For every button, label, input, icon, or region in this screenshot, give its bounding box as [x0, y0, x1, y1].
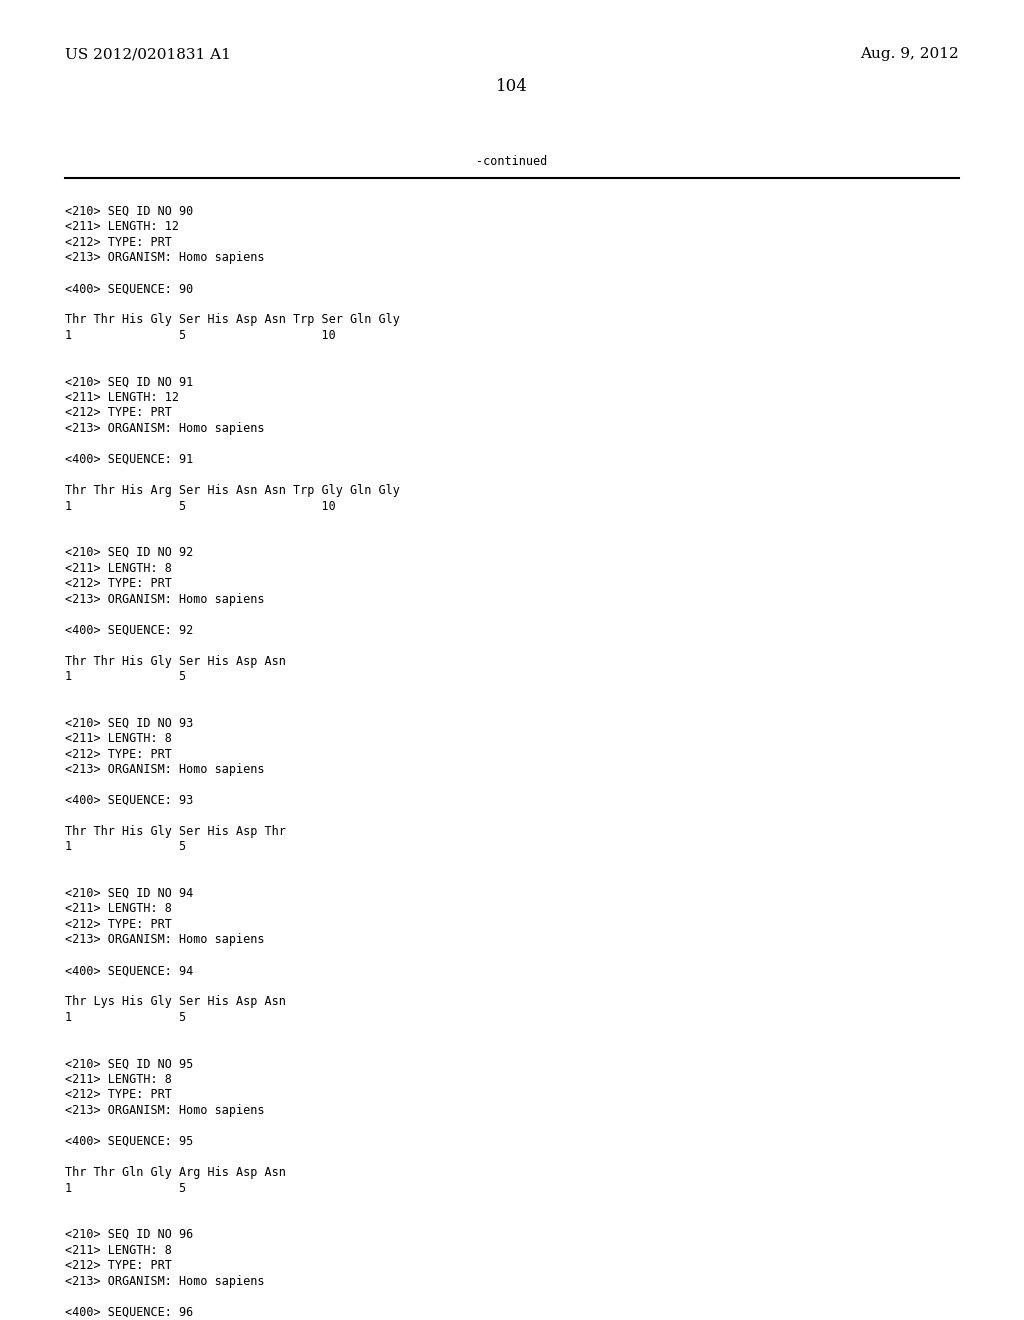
Text: <212> TYPE: PRT: <212> TYPE: PRT [65, 747, 172, 760]
Text: <211> LENGTH: 8: <211> LENGTH: 8 [65, 561, 172, 574]
Text: <213> ORGANISM: Homo sapiens: <213> ORGANISM: Homo sapiens [65, 593, 264, 606]
Text: <400> SEQUENCE: 92: <400> SEQUENCE: 92 [65, 623, 194, 636]
Text: <400> SEQUENCE: 94: <400> SEQUENCE: 94 [65, 965, 194, 978]
Text: <211> LENGTH: 8: <211> LENGTH: 8 [65, 903, 172, 916]
Text: Thr Thr Gln Gly Arg His Asp Asn: Thr Thr Gln Gly Arg His Asp Asn [65, 1166, 286, 1179]
Text: 1               5: 1 5 [65, 841, 186, 854]
Text: -continued: -continued [476, 154, 548, 168]
Text: <212> TYPE: PRT: <212> TYPE: PRT [65, 917, 172, 931]
Text: <211> LENGTH: 8: <211> LENGTH: 8 [65, 733, 172, 744]
Text: 1               5: 1 5 [65, 1011, 186, 1024]
Text: Thr Thr His Gly Ser His Asp Asn: Thr Thr His Gly Ser His Asp Asn [65, 655, 286, 668]
Text: <212> TYPE: PRT: <212> TYPE: PRT [65, 236, 172, 249]
Text: 1               5                   10: 1 5 10 [65, 499, 336, 512]
Text: <400> SEQUENCE: 90: <400> SEQUENCE: 90 [65, 282, 194, 296]
Text: <400> SEQUENCE: 95: <400> SEQUENCE: 95 [65, 1135, 194, 1148]
Text: <213> ORGANISM: Homo sapiens: <213> ORGANISM: Homo sapiens [65, 1275, 264, 1287]
Text: <210> SEQ ID NO 96: <210> SEQ ID NO 96 [65, 1228, 194, 1241]
Text: <213> ORGANISM: Homo sapiens: <213> ORGANISM: Homo sapiens [65, 763, 264, 776]
Text: 104: 104 [496, 78, 528, 95]
Text: <400> SEQUENCE: 96: <400> SEQUENCE: 96 [65, 1305, 194, 1319]
Text: Thr Thr His Gly Ser His Asp Asn Trp Ser Gln Gly: Thr Thr His Gly Ser His Asp Asn Trp Ser … [65, 314, 400, 326]
Text: <211> LENGTH: 12: <211> LENGTH: 12 [65, 391, 179, 404]
Text: Thr Lys His Gly Ser His Asp Asn: Thr Lys His Gly Ser His Asp Asn [65, 995, 286, 1008]
Text: <212> TYPE: PRT: <212> TYPE: PRT [65, 577, 172, 590]
Text: <211> LENGTH: 12: <211> LENGTH: 12 [65, 220, 179, 234]
Text: <212> TYPE: PRT: <212> TYPE: PRT [65, 1089, 172, 1101]
Text: <212> TYPE: PRT: <212> TYPE: PRT [65, 1259, 172, 1272]
Text: <213> ORGANISM: Homo sapiens: <213> ORGANISM: Homo sapiens [65, 252, 264, 264]
Text: <210> SEQ ID NO 91: <210> SEQ ID NO 91 [65, 375, 194, 388]
Text: <210> SEQ ID NO 95: <210> SEQ ID NO 95 [65, 1057, 194, 1071]
Text: Aug. 9, 2012: Aug. 9, 2012 [860, 48, 959, 61]
Text: <213> ORGANISM: Homo sapiens: <213> ORGANISM: Homo sapiens [65, 422, 264, 436]
Text: 1               5: 1 5 [65, 671, 186, 682]
Text: <211> LENGTH: 8: <211> LENGTH: 8 [65, 1243, 172, 1257]
Text: <210> SEQ ID NO 90: <210> SEQ ID NO 90 [65, 205, 194, 218]
Text: <213> ORGANISM: Homo sapiens: <213> ORGANISM: Homo sapiens [65, 1104, 264, 1117]
Text: Thr Thr His Gly Ser His Asp Thr: Thr Thr His Gly Ser His Asp Thr [65, 825, 286, 838]
Text: 1               5: 1 5 [65, 1181, 186, 1195]
Text: <400> SEQUENCE: 93: <400> SEQUENCE: 93 [65, 795, 194, 807]
Text: Thr Thr His Arg Ser His Asn Asn Trp Gly Gln Gly: Thr Thr His Arg Ser His Asn Asn Trp Gly … [65, 484, 400, 498]
Text: <213> ORGANISM: Homo sapiens: <213> ORGANISM: Homo sapiens [65, 933, 264, 946]
Text: <400> SEQUENCE: 91: <400> SEQUENCE: 91 [65, 453, 194, 466]
Text: <210> SEQ ID NO 92: <210> SEQ ID NO 92 [65, 546, 194, 558]
Text: <212> TYPE: PRT: <212> TYPE: PRT [65, 407, 172, 420]
Text: <211> LENGTH: 8: <211> LENGTH: 8 [65, 1073, 172, 1086]
Text: <210> SEQ ID NO 93: <210> SEQ ID NO 93 [65, 717, 194, 730]
Text: 1               5                   10: 1 5 10 [65, 329, 336, 342]
Text: <210> SEQ ID NO 94: <210> SEQ ID NO 94 [65, 887, 194, 900]
Text: US 2012/0201831 A1: US 2012/0201831 A1 [65, 48, 230, 61]
